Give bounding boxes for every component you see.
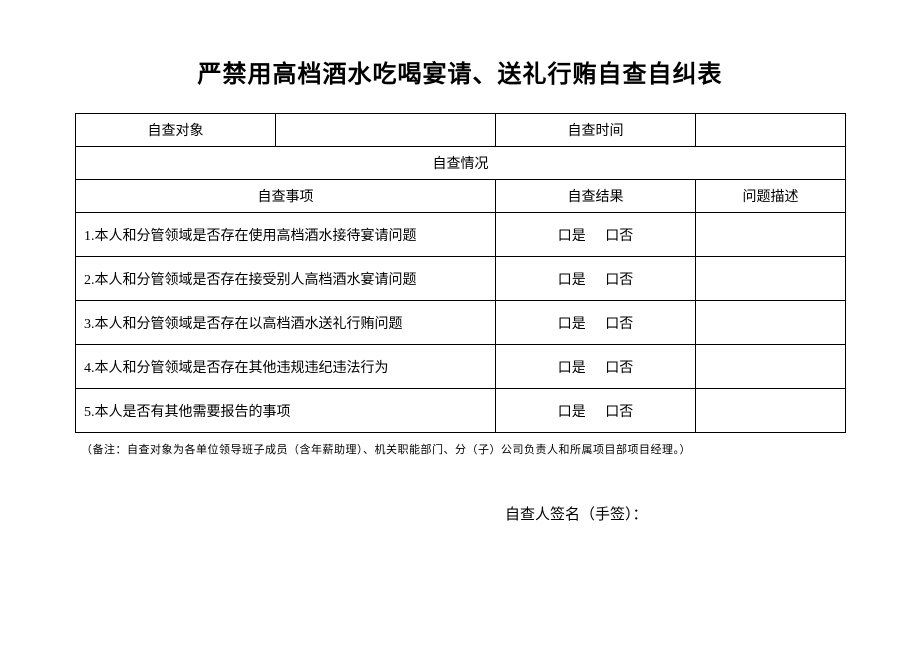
- item-desc: [696, 345, 846, 389]
- section-label: 自查情况: [76, 147, 846, 180]
- checkbox-no: 口否: [605, 229, 633, 244]
- checkbox-yes: 口是: [558, 273, 586, 288]
- table-row: 2.本人和分管领域是否存在接受别人高档酒水宴请问题 口是 口否: [76, 257, 846, 301]
- item-text: 5.本人是否有其他需要报告的事项: [76, 389, 496, 433]
- table-row: 5.本人是否有其他需要报告的事项 口是 口否: [76, 389, 846, 433]
- checkbox-no: 口否: [605, 273, 633, 288]
- checkbox-yes: 口是: [558, 361, 586, 376]
- signature-label: 自查人签名（手签）：: [75, 503, 845, 524]
- time-value: [696, 114, 846, 147]
- item-text: 1.本人和分管领域是否存在使用高档酒水接待宴请问题: [76, 213, 496, 257]
- item-text: 4.本人和分管领域是否存在其他违规违纪违法行为: [76, 345, 496, 389]
- table-row: 1.本人和分管领域是否存在使用高档酒水接待宴请问题 口是 口否: [76, 213, 846, 257]
- subject-label: 自查对象: [76, 114, 276, 147]
- item-result: 口是 口否: [496, 213, 696, 257]
- checkbox-yes: 口是: [558, 405, 586, 420]
- item-text: 3.本人和分管领域是否存在以高档酒水送礼行贿问题: [76, 301, 496, 345]
- item-text: 2.本人和分管领域是否存在接受别人高档酒水宴请问题: [76, 257, 496, 301]
- subheader-item: 自查事项: [76, 180, 496, 213]
- subheader-row: 自查事项 自查结果 问题描述: [76, 180, 846, 213]
- footnote: （备注：自查对象为各单位领导班子成员（含年薪助理）、机关职能部门、分（子）公司负…: [75, 441, 845, 457]
- checkbox-no: 口否: [605, 361, 633, 376]
- item-desc: [696, 257, 846, 301]
- time-label: 自查时间: [496, 114, 696, 147]
- checkbox-yes: 口是: [558, 229, 586, 244]
- subheader-desc: 问题描述: [696, 180, 846, 213]
- item-desc: [696, 301, 846, 345]
- item-result: 口是 口否: [496, 301, 696, 345]
- header-row: 自查对象 自查时间: [76, 114, 846, 147]
- item-result: 口是 口否: [496, 257, 696, 301]
- section-row: 自查情况: [76, 147, 846, 180]
- checkbox-no: 口否: [605, 317, 633, 332]
- table-row: 3.本人和分管领域是否存在以高档酒水送礼行贿问题 口是 口否: [76, 301, 846, 345]
- item-desc: [696, 213, 846, 257]
- checkbox-no: 口否: [605, 405, 633, 420]
- page-title: 严禁用高档酒水吃喝宴请、送礼行贿自查自纠表: [75, 54, 845, 89]
- form-table: 自查对象 自查时间 自查情况 自查事项 自查结果 问题描述 1.本人和分管领域是…: [75, 113, 846, 433]
- item-desc: [696, 389, 846, 433]
- document-page: 严禁用高档酒水吃喝宴请、送礼行贿自查自纠表 自查对象 自查时间 自查情况 自查事…: [0, 0, 920, 524]
- item-result: 口是 口否: [496, 389, 696, 433]
- item-result: 口是 口否: [496, 345, 696, 389]
- table-row: 4.本人和分管领域是否存在其他违规违纪违法行为 口是 口否: [76, 345, 846, 389]
- subject-value: [276, 114, 496, 147]
- subheader-result: 自查结果: [496, 180, 696, 213]
- checkbox-yes: 口是: [558, 317, 586, 332]
